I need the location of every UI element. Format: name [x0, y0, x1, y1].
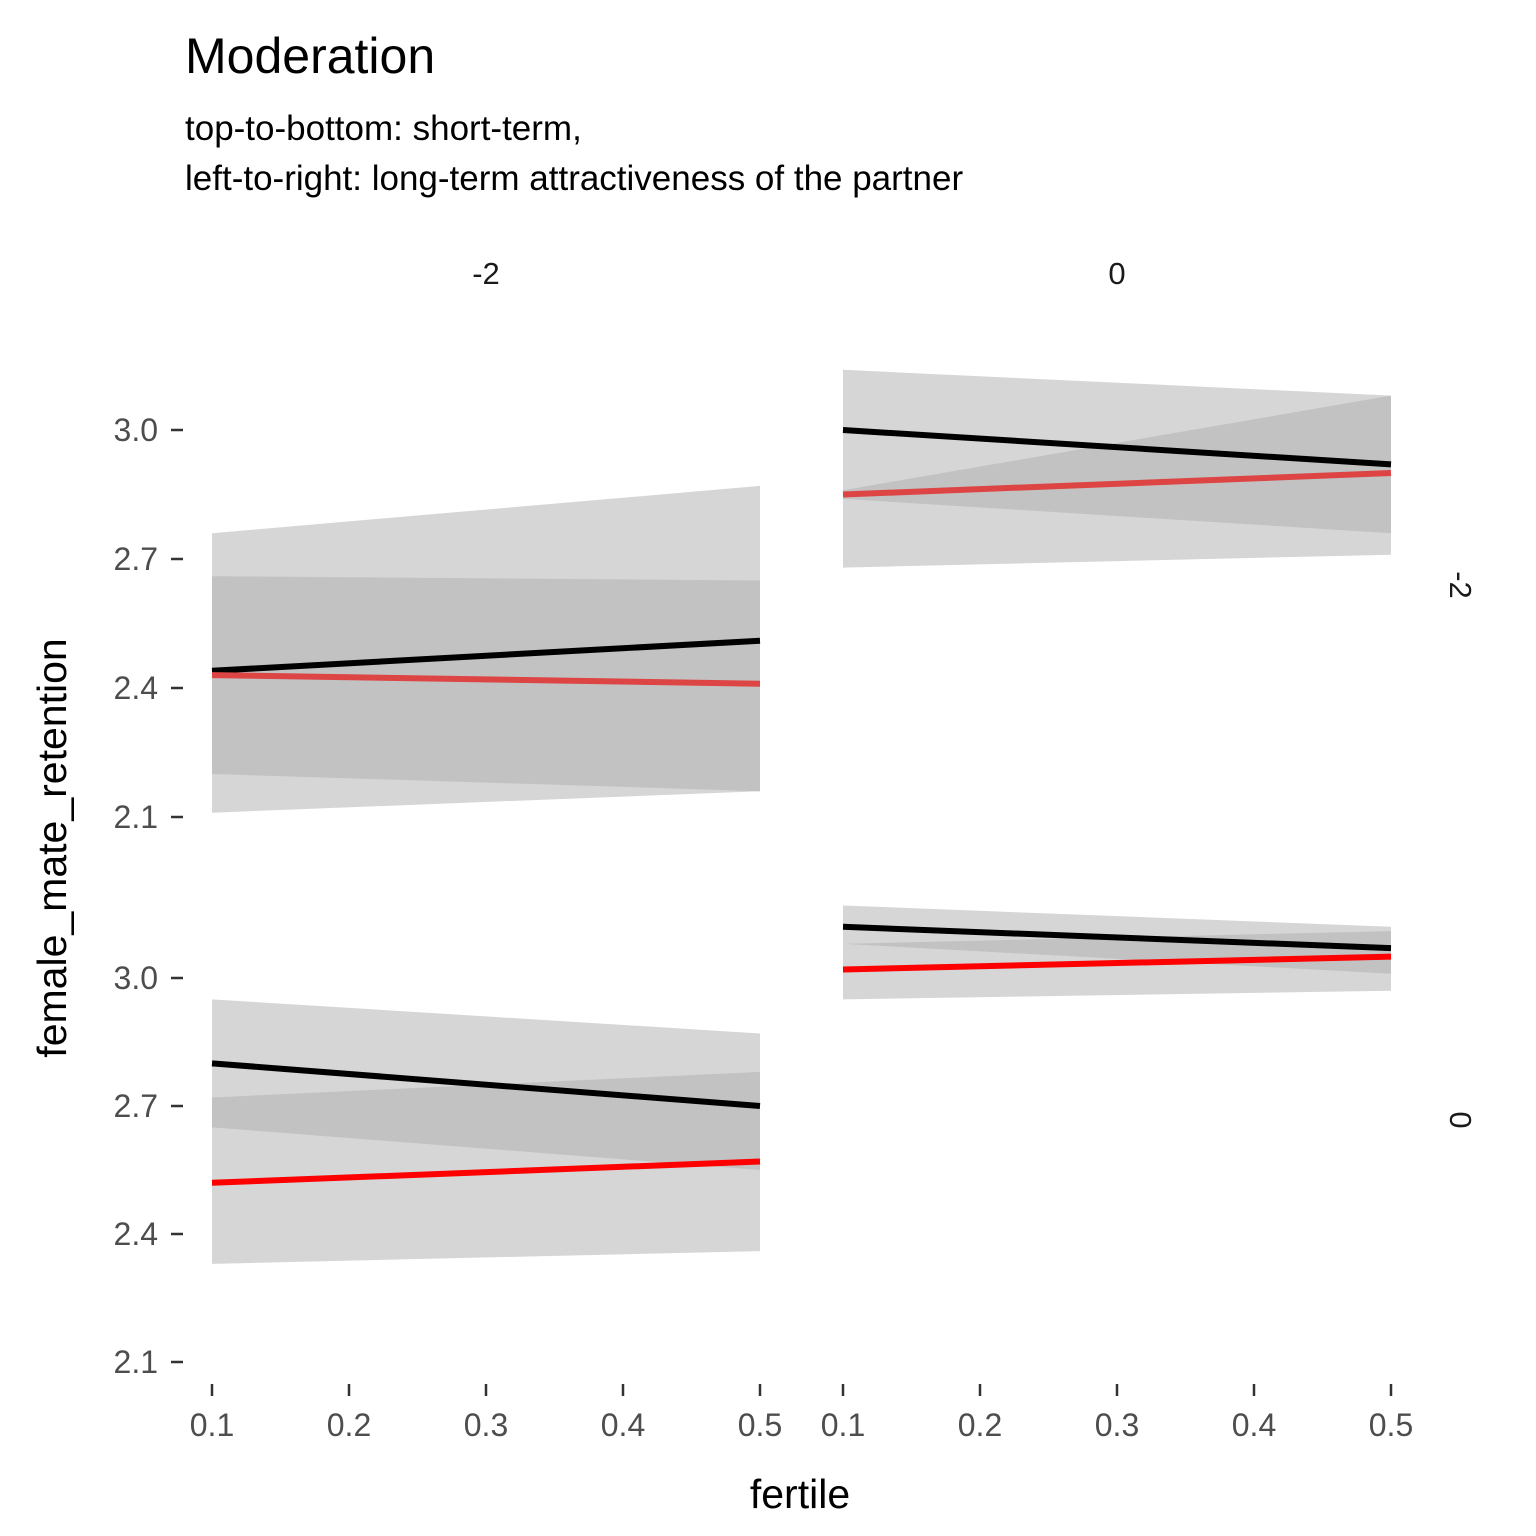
series-line-panel-1-series-1	[842, 470, 1392, 498]
x-tick-label-col--2-0.1: 0.1	[190, 1407, 234, 1443]
y-tick-label-row-0-2.1: 2.1	[114, 1344, 158, 1380]
chart-title: Moderation	[185, 28, 435, 84]
ci-band-panel-1-series-1	[843, 395, 1391, 534]
chart-subtitle-line-1: top-to-bottom: short-term,	[185, 109, 582, 148]
facet-strips: -2 0 -2 0	[472, 256, 1478, 1129]
x-tick-label-col-0-0.2: 0.2	[958, 1407, 1002, 1443]
x-tick-label-col--2-0.5: 0.5	[738, 1407, 782, 1443]
ci-band-panel-2-series-1	[212, 1071, 760, 1264]
series-line-panel-2-series-1	[211, 1158, 761, 1186]
x-tick-label-col--2-0.2: 0.2	[327, 1407, 371, 1443]
y-tick-label-row-0-2.4: 2.4	[114, 1216, 158, 1252]
y-tick-label-row--2-2.4: 2.4	[114, 670, 158, 706]
row-strip-0: 0	[1443, 1111, 1478, 1128]
series-line-panel-2-series-0	[211, 1060, 761, 1109]
x-tick-label-col-0-0.3: 0.3	[1095, 1407, 1139, 1443]
column-strip--2: -2	[472, 256, 500, 291]
series-line-panel-3-series-0	[842, 923, 1392, 952]
y-tick-label-row--2-2.1: 2.1	[114, 799, 158, 835]
row-strip--2: -2	[1443, 571, 1478, 599]
ci-band-panel-0-series-1	[212, 576, 760, 792]
x-tick-label-col-0-0.5: 0.5	[1369, 1407, 1413, 1443]
y-tick-label-row-0-3.0: 3.0	[114, 960, 158, 996]
x-axis-title: fertile	[750, 1471, 850, 1517]
y-axis-title: female_mate_retention	[29, 638, 75, 1057]
column-strip-0: 0	[1108, 256, 1125, 291]
y-tick-label-row-0-2.7: 2.7	[114, 1088, 158, 1124]
x-tick-label-col--2-0.4: 0.4	[601, 1407, 645, 1443]
series-lines	[211, 427, 1392, 1186]
chart-subtitle-line-2: left-to-right: long-term attractiveness …	[185, 159, 963, 198]
x-tick-label-col--2-0.3: 0.3	[464, 1407, 508, 1443]
x-tick-label-col-0-0.4: 0.4	[1232, 1407, 1276, 1443]
confidence-bands	[212, 369, 1391, 1264]
series-line-panel-0-series-1	[211, 672, 761, 687]
y-tick-label-row--2-2.7: 2.7	[114, 541, 158, 577]
y-tick-label-row--2-3.0: 3.0	[114, 412, 158, 448]
x-tick-label-col-0-0.1: 0.1	[821, 1407, 865, 1443]
series-line-panel-3-series-1	[842, 953, 1392, 973]
series-line-panel-1-series-0	[842, 427, 1392, 468]
axes: 2.1 2.4 2.7 3.0 2.1 2.4 2.7 3.0 0.1 0.2 0.3 0.4 0.5 0…	[114, 412, 1414, 1443]
series-line-panel-0-series-0	[211, 637, 761, 674]
